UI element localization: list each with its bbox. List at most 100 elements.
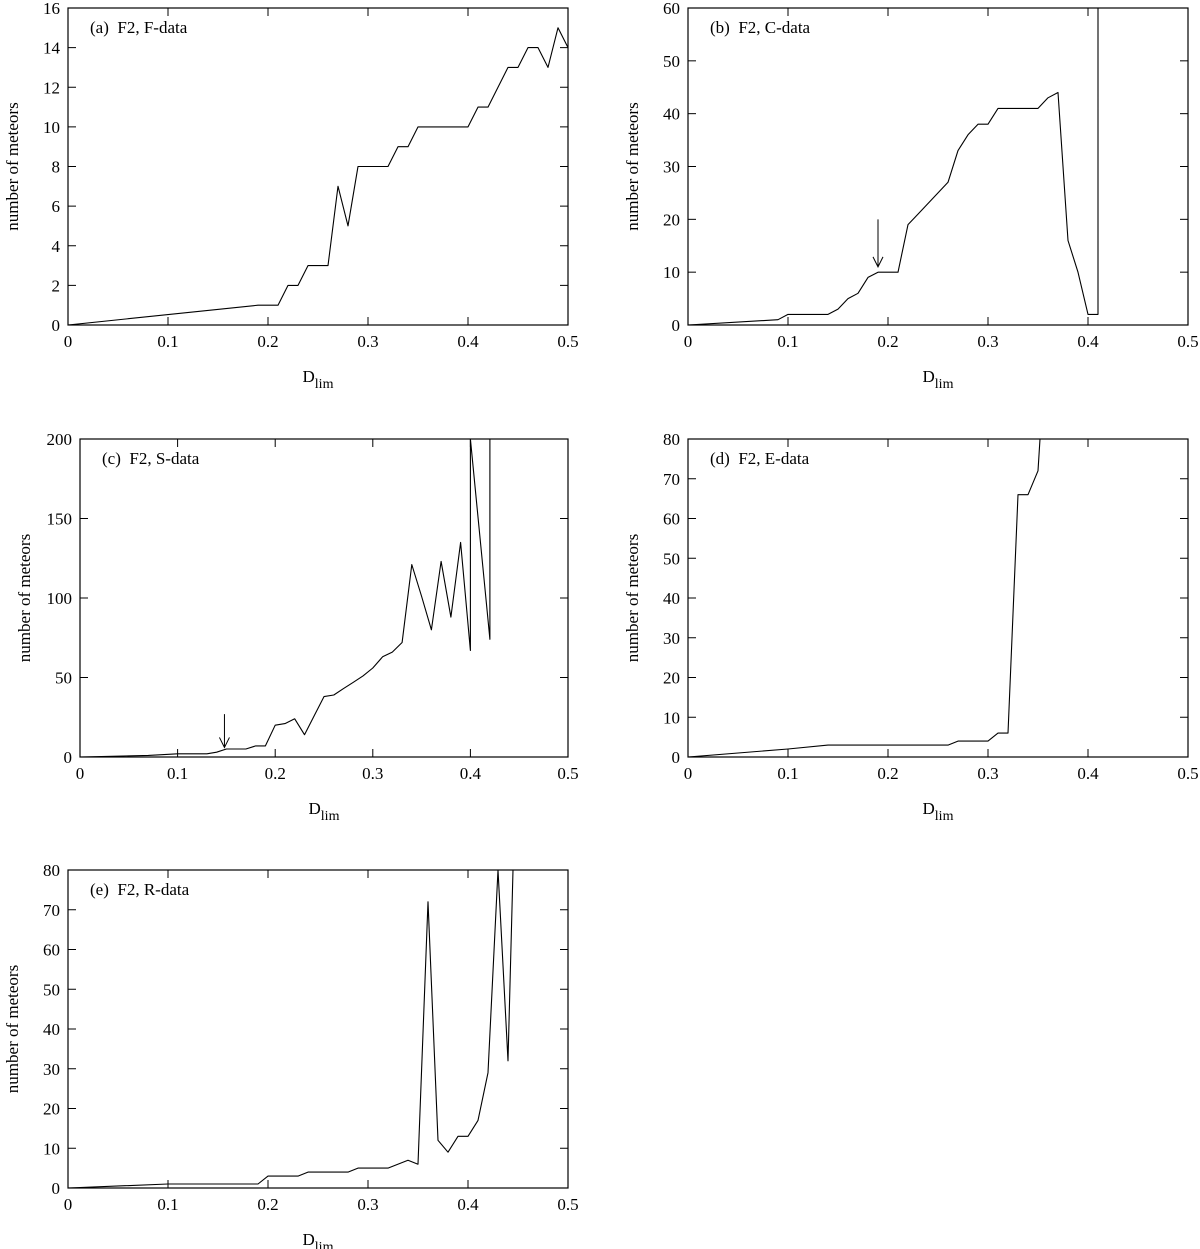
x-tick-label: 0.4 [1077,332,1099,351]
y-tick-label: 20 [663,669,680,688]
panel-label: (d) F2, E-data [710,449,810,468]
plot-frame [67,7,569,326]
y-tick-label: 16 [43,0,60,18]
y-tick-label: 12 [43,78,60,97]
y-axis-label: number of meteors [3,965,22,1093]
x-tick-label: 0.3 [977,764,998,783]
y-tick-label: 50 [55,669,72,688]
x-tick-label: 0.3 [357,332,378,351]
x-tick-label: 0.1 [167,764,188,783]
y-tick-label: 4 [52,237,61,256]
x-axis-label: Dlim [923,799,954,824]
y-tick-label: 40 [663,105,680,124]
x-tick-label: 0.4 [460,764,482,783]
x-axis-label: Dlim [309,799,340,824]
series-line [80,439,491,757]
x-tick-label: 0.4 [1077,764,1099,783]
chart-panel-0: 0 0.1 0.2 0.3 0.4 0.5 0 2 4 6 8 10 12 14 16 (a) F2, F-d… [3,0,579,392]
y-tick-label: 0 [52,316,61,335]
x-tick-label: 0.2 [265,764,286,783]
x-tick-label: 0.3 [977,332,998,351]
x-tick-label: 0.5 [1177,764,1198,783]
plot-frame [687,7,1189,326]
y-axis-label: number of meteors [623,102,642,230]
y-tick-label: 100 [47,589,73,608]
chart-panel-3: 0 0.1 0.2 0.3 0.4 0.5 0 10 20 30 40 50 60 70 80 (d) F2,… [623,430,1199,824]
chart-panel-4: 0 0.1 0.2 0.3 0.4 0.5 0 10 20 30 40 50 60 70 80 (e) F2,… [3,861,579,1249]
x-tick-label: 0.5 [1177,332,1198,351]
y-tick-label: 80 [43,861,60,880]
x-axis-label: Dlim [303,367,334,392]
y-tick-label: 40 [663,589,680,608]
y-tick-label: 10 [663,263,680,282]
x-tick-label: 0.5 [557,764,578,783]
y-tick-label: 14 [43,39,61,58]
y-axis-label: number of meteors [3,102,22,230]
panel-label: (c) F2, S-data [102,449,200,468]
x-tick-label: 0.5 [557,332,578,351]
y-tick-label: 60 [663,510,680,529]
x-tick-label: 0 [64,332,73,351]
y-tick-label: 8 [52,158,61,177]
y-tick-label: 70 [663,470,680,489]
chart-panel-2: 0 0.1 0.2 0.3 0.4 0.5 0 50 100 150 200 (c) F2, S-da… [15,430,579,824]
series-line [688,439,1041,757]
x-tick-label: 0.1 [777,332,798,351]
x-tick-label: 0.2 [877,764,898,783]
x-tick-label: 0.1 [157,1195,178,1214]
series-line [68,27,568,325]
y-tick-label: 60 [663,0,680,18]
x-tick-label: 0.1 [777,764,798,783]
x-tick-label: 0 [76,764,85,783]
x-tick-label: 0.3 [357,1195,378,1214]
y-tick-label: 10 [43,118,60,137]
x-tick-label: 0.2 [257,332,278,351]
x-tick-label: 0.4 [457,332,479,351]
y-tick-label: 70 [43,901,60,920]
y-tick-label: 50 [43,980,60,999]
x-tick-label: 0.2 [877,332,898,351]
y-tick-label: 20 [43,1100,60,1119]
y-tick-label: 80 [663,430,680,449]
y-tick-label: 60 [43,941,60,960]
y-tick-label: 10 [663,708,680,727]
y-tick-label: 20 [663,210,680,229]
y-axis-label: number of meteors [15,534,34,662]
y-tick-label: 50 [663,52,680,71]
y-tick-label: 200 [47,430,73,449]
y-axis-label: number of meteors [623,534,642,662]
y-tick-label: 150 [47,510,73,529]
panel-label: (e) F2, R-data [90,880,190,899]
y-tick-label: 40 [43,1020,60,1039]
x-axis-label: Dlim [303,1230,334,1249]
series-line [688,8,1099,325]
y-tick-label: 10 [43,1139,60,1158]
y-tick-label: 6 [52,197,61,216]
y-tick-label: 30 [663,629,680,648]
chart-panel-1: 0 0.1 0.2 0.3 0.4 0.5 0 10 20 30 40 50 60 (b) F2, C-d… [623,0,1199,392]
x-tick-label: 0.5 [557,1195,578,1214]
arrow-annotation [872,219,884,269]
y-tick-label: 2 [52,276,61,295]
y-tick-label: 0 [672,748,681,767]
x-tick-label: 0.3 [362,764,383,783]
plot-frame [67,869,569,1189]
x-tick-label: 0.2 [257,1195,278,1214]
arrow-annotation [219,714,230,749]
x-tick-label: 0 [684,332,693,351]
y-tick-label: 50 [663,549,680,568]
x-tick-label: 0.4 [457,1195,479,1214]
y-tick-label: 30 [663,158,680,177]
y-tick-label: 0 [52,1179,61,1198]
plot-frame [687,438,1189,758]
panel-label: (b) F2, C-data [710,18,811,37]
x-tick-label: 0.1 [157,332,178,351]
x-axis-label: Dlim [923,367,954,392]
y-tick-label: 30 [43,1060,60,1079]
series-line [68,870,514,1188]
panel-label: (a) F2, F-data [90,18,188,37]
plot-frame [79,438,569,758]
y-tick-label: 0 [672,316,681,335]
x-tick-label: 0 [64,1195,73,1214]
